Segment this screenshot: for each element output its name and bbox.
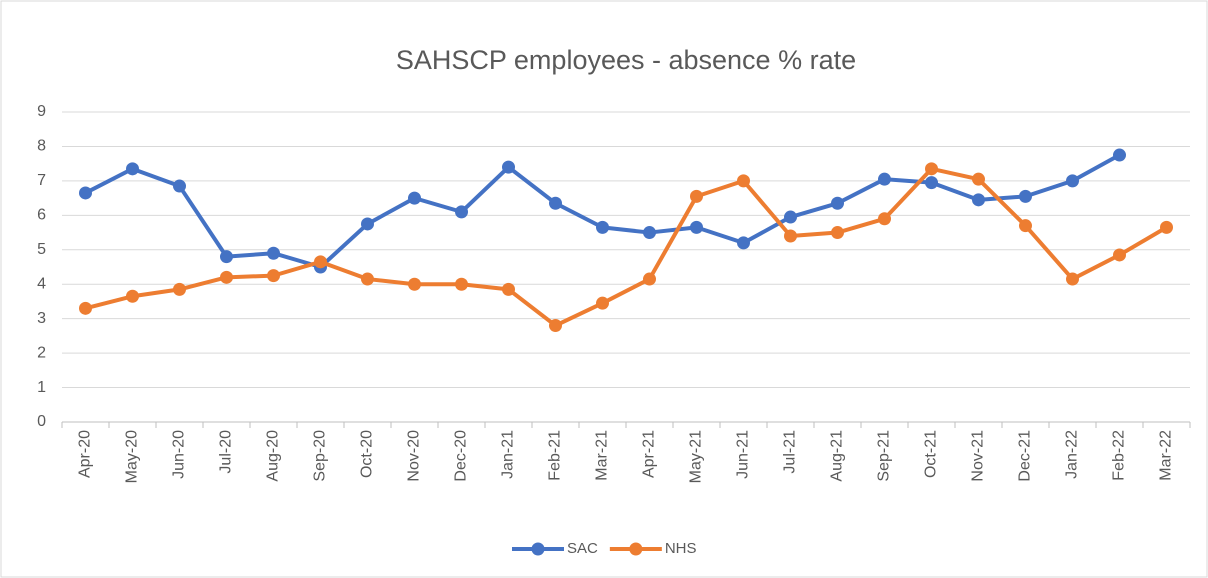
y-tick-label: 8	[37, 138, 46, 155]
x-tick-label: Oct-20	[359, 430, 376, 478]
data-point	[455, 277, 468, 291]
data-point	[596, 296, 609, 310]
data-point	[267, 269, 280, 283]
data-point	[361, 272, 374, 286]
data-point	[126, 289, 139, 303]
data-point	[596, 220, 609, 234]
data-point	[79, 301, 92, 315]
x-tick-label: Dec-21	[1017, 430, 1034, 482]
data-point	[925, 176, 938, 190]
x-tick-label: Jan-22	[1064, 430, 1081, 479]
data-point	[1019, 189, 1032, 203]
y-tick-label: 0	[37, 413, 46, 430]
data-point	[784, 229, 797, 243]
x-tick-label: Nov-21	[970, 430, 987, 482]
data-point	[455, 205, 468, 219]
data-point	[1113, 148, 1126, 162]
x-tick-label: Apr-20	[77, 430, 94, 478]
x-tick-label: Dec-20	[453, 430, 470, 482]
x-tick-label: Jan-21	[500, 430, 517, 479]
x-tick-label: Feb-21	[547, 430, 564, 481]
data-point	[267, 246, 280, 260]
data-point	[878, 212, 891, 226]
data-point	[1160, 220, 1173, 234]
y-tick-label: 1	[37, 379, 46, 396]
y-tick-label: 7	[37, 172, 46, 189]
data-point	[831, 226, 844, 240]
data-point	[1066, 174, 1079, 188]
data-point	[408, 191, 421, 205]
data-point	[361, 217, 374, 231]
x-tick-label: Mar-21	[594, 430, 611, 481]
data-point	[784, 210, 797, 224]
x-tick-label: Mar-22	[1158, 430, 1175, 481]
x-tick-label: Aug-21	[829, 430, 846, 482]
y-tick-label: 9	[37, 103, 46, 120]
data-point	[408, 277, 421, 291]
data-point	[1019, 219, 1032, 233]
data-point	[925, 162, 938, 176]
x-tick-label: Oct-21	[923, 430, 940, 478]
data-point	[126, 162, 139, 176]
data-point	[549, 319, 562, 333]
data-point	[220, 270, 233, 284]
data-point	[314, 255, 327, 269]
data-point	[79, 186, 92, 200]
data-point	[502, 160, 515, 174]
x-tick-label: Apr-21	[641, 430, 658, 478]
data-point	[972, 193, 985, 207]
x-tick-label: Jun-20	[171, 430, 188, 479]
data-point	[220, 250, 233, 264]
data-point	[690, 189, 703, 203]
chart-title: SAHSCP employees - absence % rate	[396, 45, 856, 75]
data-point	[690, 220, 703, 234]
y-tick-label: 4	[37, 275, 46, 292]
y-tick-label: 5	[37, 241, 46, 258]
x-tick-label: Jul-21	[782, 430, 799, 474]
x-tick-label: Aug-20	[265, 430, 282, 482]
y-tick-label: 3	[37, 310, 46, 327]
data-point	[737, 174, 750, 188]
legend-label: NHS	[665, 540, 697, 557]
data-point	[1113, 248, 1126, 262]
x-tick-label: May-21	[688, 430, 705, 483]
legend-marker	[629, 542, 643, 556]
data-point	[643, 226, 656, 240]
legend-marker	[531, 542, 545, 556]
data-point	[1066, 272, 1079, 286]
x-tick-label: Nov-20	[406, 430, 423, 482]
x-tick-label: Jul-20	[218, 430, 235, 474]
y-tick-label: 6	[37, 207, 46, 224]
series-line	[85, 166, 1168, 328]
y-tick-label: 2	[37, 344, 46, 361]
legend-label: SAC	[567, 540, 598, 557]
data-point	[972, 172, 985, 186]
x-tick-label: Jun-21	[735, 430, 752, 479]
data-point	[737, 236, 750, 250]
data-point	[502, 282, 515, 296]
data-point	[643, 272, 656, 286]
data-point	[549, 196, 562, 210]
x-tick-label: May-20	[124, 430, 141, 483]
data-point	[173, 282, 186, 296]
x-tick-label: Sep-20	[312, 430, 329, 482]
x-tick-label: Feb-22	[1111, 430, 1128, 481]
x-tick-label: Sep-21	[876, 430, 893, 482]
data-point	[831, 196, 844, 210]
data-point	[878, 172, 891, 186]
data-point	[173, 179, 186, 193]
